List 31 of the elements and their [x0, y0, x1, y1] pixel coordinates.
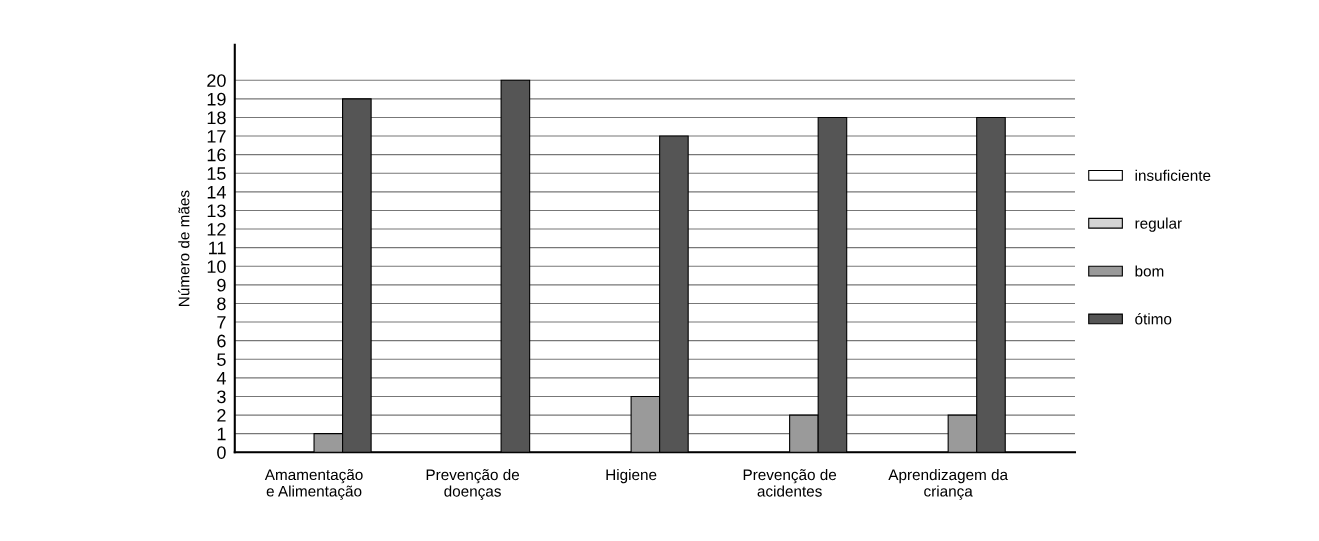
y-tick-label: 13 [207, 204, 226, 218]
y-tick-label: 6 [217, 334, 226, 348]
y-tick-label: 3 [217, 390, 226, 404]
legend-label: ótimo [1135, 313, 1172, 325]
legend-label: bom [1135, 265, 1164, 277]
y-tick-label: 18 [207, 111, 226, 125]
y-tick-label: 7 [217, 316, 226, 329]
y-tick-label: 5 [217, 353, 226, 366]
y-tick-label: 2 [217, 409, 226, 422]
y-tick-label: 1 [217, 427, 226, 441]
y-tick-label: 10 [207, 260, 226, 273]
x-tick-label: Prevenção de acidentes [743, 468, 837, 497]
x-tick-label: Prevenção de doenças [426, 468, 520, 500]
y-tick-label: 15 [207, 167, 226, 180]
y-tick-label: 20 [207, 74, 226, 87]
y-tick-label: 14 [207, 185, 226, 199]
y-tick-label: 9 [217, 278, 226, 292]
y-tick-label: 19 [207, 92, 226, 106]
y-tick-label: 16 [207, 148, 226, 162]
y-tick-label: 17 [207, 130, 226, 143]
legend-label: regular [1135, 217, 1182, 232]
legend-label: insuficiente [1135, 169, 1211, 181]
x-tick-label: Higiene [606, 468, 657, 484]
y-tick-label: 0 [217, 446, 226, 459]
x-tick-label: Aprendizagem da criança [888, 468, 1009, 500]
y-axis-title: Número de mães [178, 190, 190, 306]
y-tick-label: 4 [216, 371, 226, 385]
y-tick-label: 12 [207, 222, 226, 236]
y-tick-label: 11 [209, 241, 226, 255]
x-tick-label: Amamentação e Alimentação [264, 468, 363, 500]
y-tick-label: 8 [217, 297, 226, 311]
